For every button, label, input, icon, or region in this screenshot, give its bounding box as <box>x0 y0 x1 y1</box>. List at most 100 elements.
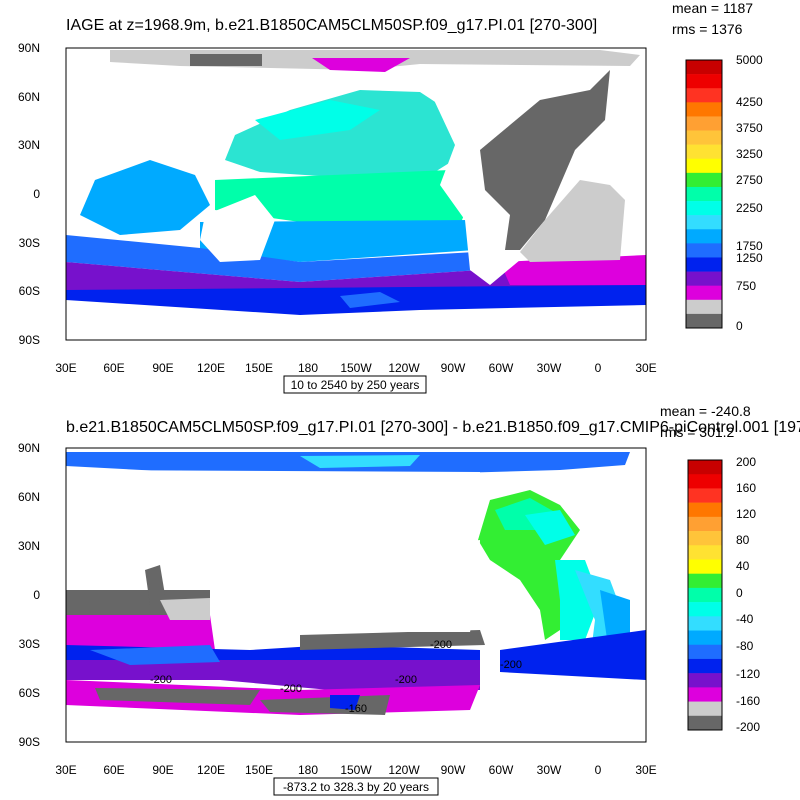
lat-tick: 30S <box>19 637 40 651</box>
panel-bottom-title: b.e21.B1850CAM5CLM50SP.f09_g17.PI.01 [27… <box>66 419 800 436</box>
colorbar-label: 5000 <box>736 53 763 67</box>
colorbar-label: 0 <box>736 319 743 333</box>
colorbar-swatch <box>686 243 722 258</box>
colorbar-label: 2750 <box>736 173 763 187</box>
zone-north-pacific-light <box>255 100 380 140</box>
colorbar-swatch <box>686 229 722 244</box>
colorbar-label: 1250 <box>736 251 763 265</box>
contour-info-bottom: -873.2 to 328.3 by 20 years <box>283 780 429 794</box>
panel-top: IAGE at z=1968.9m, b.e21.B1850CAM5CLM50S… <box>18 0 763 394</box>
lat-tick: 60N <box>18 490 40 504</box>
colorbar-label: 750 <box>736 279 756 293</box>
lat-tick: 0 <box>33 187 40 201</box>
lon-tick: 150W <box>340 361 372 375</box>
land-australia <box>210 540 480 640</box>
colorbar-swatch <box>688 531 722 546</box>
colorbar-label: 40 <box>736 559 750 573</box>
colorbar-swatch <box>688 474 722 489</box>
map-top-frame <box>65 47 647 341</box>
colorbar-label: 160 <box>736 481 756 495</box>
map-bottom <box>66 448 646 742</box>
zone-southern-light <box>90 645 220 665</box>
lon-tick: 60E <box>103 763 124 777</box>
land-dark-tongue <box>145 565 165 605</box>
lon-tick: 90W <box>441 763 466 777</box>
lon-tick: 60W <box>489 763 514 777</box>
colorbar-swatch <box>686 172 722 188</box>
lon-tick: 150E <box>245 361 273 375</box>
lat-tick: 30N <box>18 539 40 553</box>
colorbar-label: 120 <box>736 507 756 521</box>
lon-tick: 120W <box>388 763 420 777</box>
lat-tick: 60S <box>19 686 40 700</box>
lon-tick: 30E <box>55 763 76 777</box>
zone-indian-gray <box>160 598 210 620</box>
zone-antarctic-light <box>340 292 400 308</box>
lon-tick: 60E <box>103 361 124 375</box>
colorbar-swatch <box>688 488 722 503</box>
zone-indian-magenta <box>66 615 215 650</box>
colorbar-swatch <box>686 116 722 131</box>
colorbar-swatch <box>686 215 722 230</box>
lat-tick: 30N <box>18 138 40 152</box>
zone-southern-gray <box>300 630 485 650</box>
colorbar-label: 0 <box>736 586 743 600</box>
zone-labrador <box>525 510 575 545</box>
zone-southern-purple <box>66 660 480 690</box>
colorbar-swatch <box>686 257 722 272</box>
colorbar-swatch <box>686 271 722 286</box>
colorbar-swatch <box>686 130 722 145</box>
colorbar-swatch <box>688 616 722 631</box>
panel-top-title: IAGE at z=1968.9m, b.e21.B1850CAM5CLM50S… <box>66 17 597 34</box>
colorbar-label: -200 <box>736 720 760 734</box>
lat-axis-bottom: 90N 60N 30N 0 30S 60S 90S <box>18 441 40 749</box>
lon-tick: 180 <box>298 763 318 777</box>
zone-north-pacific <box>225 90 462 178</box>
contour-label: -200 <box>150 674 172 686</box>
lat-tick: 0 <box>33 588 40 602</box>
lon-tick: 0 <box>595 763 602 777</box>
contour-info-box-bottom <box>273 777 439 796</box>
contour-label: -200 <box>280 683 302 695</box>
zone-southern-magenta <box>500 255 646 285</box>
map-bottom-frame <box>65 447 647 743</box>
lon-tick: 150W <box>340 763 372 777</box>
lon-tick: 30E <box>635 763 656 777</box>
land-asia <box>66 470 480 590</box>
land-australia <box>200 195 275 262</box>
zone-south-atlantic <box>520 180 625 262</box>
zone-southern-deep <box>330 695 360 710</box>
lon-tick: 120E <box>197 763 225 777</box>
colorbar-frame <box>685 59 723 329</box>
contour-label: -160 <box>345 703 367 715</box>
colorbar-swatch <box>688 715 722 731</box>
lon-tick: 90E <box>152 763 173 777</box>
contour-label: -200 <box>500 659 522 671</box>
lat-axis-top: 90N 60N 30N 0 30S 60S 90S <box>18 41 40 347</box>
panel-bottom: b.e21.B1850CAM5CLM50SP.f09_g17.PI.01 [27… <box>18 403 800 796</box>
lat-tick: 90S <box>19 735 40 749</box>
lon-axis-bottom: 30E 60E 90E 120E 150E 180 150W 120W 90W … <box>55 763 656 777</box>
zone-arctic-magenta <box>312 58 410 72</box>
lon-axis-top: 30E 60E 90E 120E 150E 180 150W 120W 90W … <box>55 361 656 375</box>
colorbar-swatch <box>688 516 722 532</box>
colorbar-label: 3250 <box>736 147 763 161</box>
colorbar-swatch <box>688 460 722 475</box>
colorbar-swatch <box>688 644 722 660</box>
map-top <box>66 48 646 340</box>
lon-tick: 60W <box>489 361 514 375</box>
panel-top-mean: mean = 1187 <box>672 0 753 16</box>
lon-tick: 120W <box>388 361 420 375</box>
lat-tick: 60S <box>19 284 40 298</box>
colorbar-swatch <box>686 186 722 202</box>
land-asia <box>66 68 250 170</box>
colorbar-swatch <box>688 658 722 674</box>
lat-tick: 30S <box>19 236 40 250</box>
colorbar-swatch <box>686 285 722 301</box>
colorbar-swatch <box>686 60 722 75</box>
colorbar-swatch <box>686 201 722 216</box>
lat-tick: 90N <box>18 441 40 455</box>
colorbar-bottom: 200 160 120 80 40 0 -40 -80 -120 -160 -200 <box>687 455 760 734</box>
colorbar-frame <box>687 459 723 731</box>
